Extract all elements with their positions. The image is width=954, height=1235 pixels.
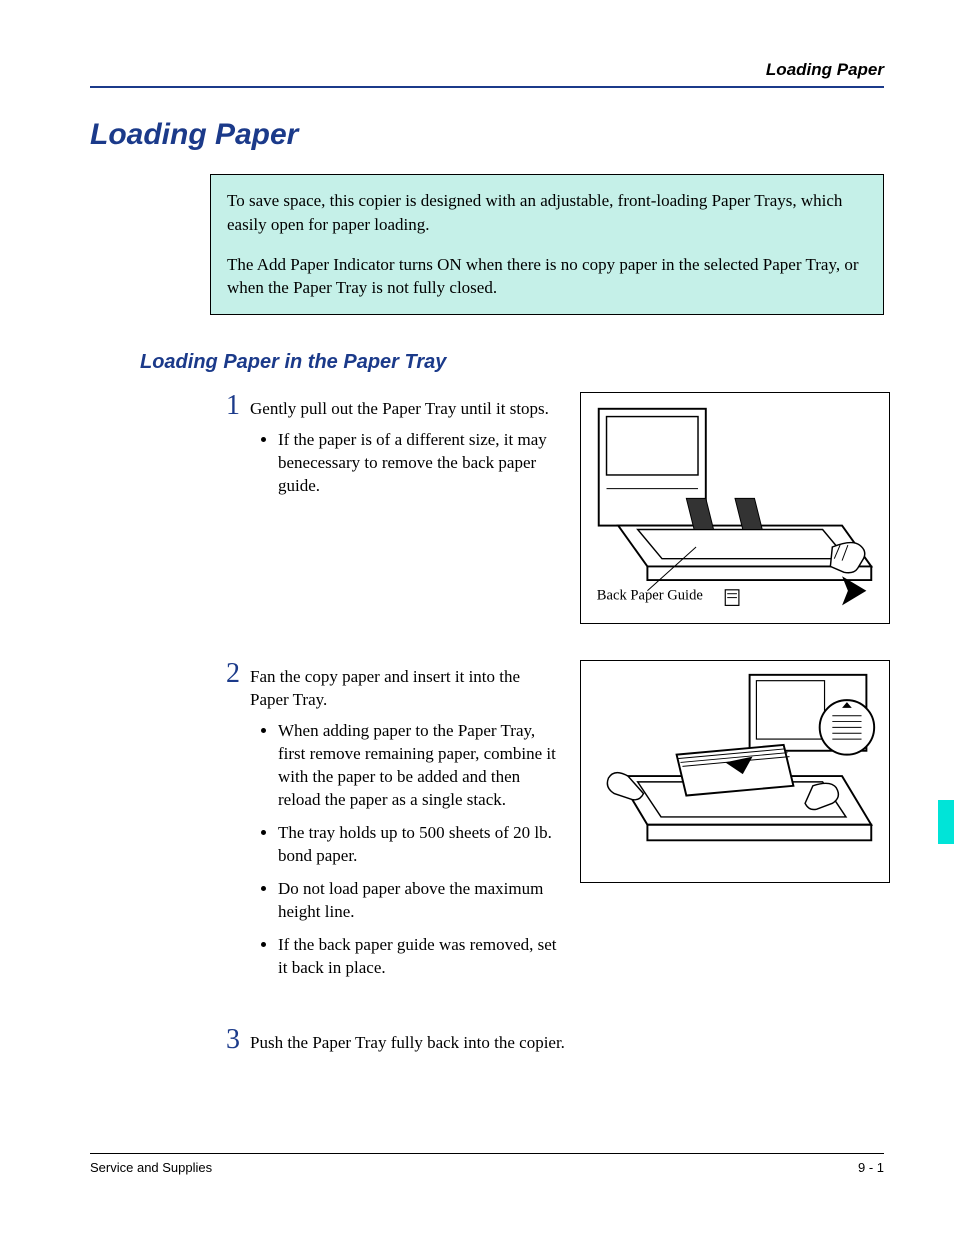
step-lead-text: Gently pull out the Paper Tray until it … (250, 398, 549, 421)
step-row: 1 Gently pull out the Paper Tray until i… (220, 392, 884, 624)
section-tab (938, 800, 954, 844)
intro-box: To save space, this copier is designed w… (210, 174, 884, 315)
step-text: 1 Gently pull out the Paper Tray until i… (220, 392, 560, 508)
bullet-item: The tray holds up to 500 sheets of 20 lb… (278, 822, 560, 868)
steps-container: 1 Gently pull out the Paper Tray until i… (220, 392, 884, 1062)
footer-left: Service and Supplies (90, 1160, 212, 1175)
step-row: 2 Fan the copy paper and insert it into … (220, 660, 884, 989)
step-lead-text: Push the Paper Tray fully back into the … (250, 1032, 565, 1055)
paper-tray-pull-illustration: Back Paper Guide (589, 401, 881, 615)
bullet-item: When adding paper to the Paper Tray, fir… (278, 720, 560, 812)
bullet-item: If the paper is of a different size, it … (278, 429, 560, 498)
figure-column (580, 660, 890, 882)
step-text: 2 Fan the copy paper and insert it into … (220, 660, 560, 989)
figure-box: Back Paper Guide (580, 392, 890, 624)
intro-paragraph: To save space, this copier is designed w… (227, 189, 867, 237)
figure-label: Back Paper Guide (597, 588, 703, 604)
figure-column: Back Paper Guide (580, 392, 890, 624)
page-footer: Service and Supplies 9 - 1 (90, 1153, 884, 1175)
step-bullets: If the paper is of a different size, it … (220, 429, 560, 498)
page: Loading Paper Loading Paper To save spac… (0, 0, 954, 1235)
intro-paragraph: The Add Paper Indicator turns ON when th… (227, 253, 867, 301)
section-subtitle: Loading Paper in the Paper Tray (140, 351, 884, 374)
step-number: 2 (220, 660, 240, 688)
figure-box (580, 660, 890, 882)
step-text: 3 Push the Paper Tray fully back into th… (220, 1026, 780, 1063)
step-bullets: When adding paper to the Paper Tray, fir… (220, 720, 560, 979)
paper-insert-illustration (589, 669, 881, 873)
step-number: 1 (220, 392, 240, 420)
step-lead-text: Fan the copy paper and insert it into th… (250, 666, 560, 712)
running-header: Loading Paper (90, 60, 884, 88)
page-title: Loading Paper (90, 118, 884, 152)
step-number: 3 (220, 1026, 240, 1054)
bullet-item: Do not load paper above the maximum heig… (278, 878, 560, 924)
bullet-item: If the back paper guide was removed, set… (278, 934, 560, 980)
step-row: 3 Push the Paper Tray fully back into th… (220, 1026, 884, 1063)
footer-page-number: 9 - 1 (858, 1160, 884, 1175)
